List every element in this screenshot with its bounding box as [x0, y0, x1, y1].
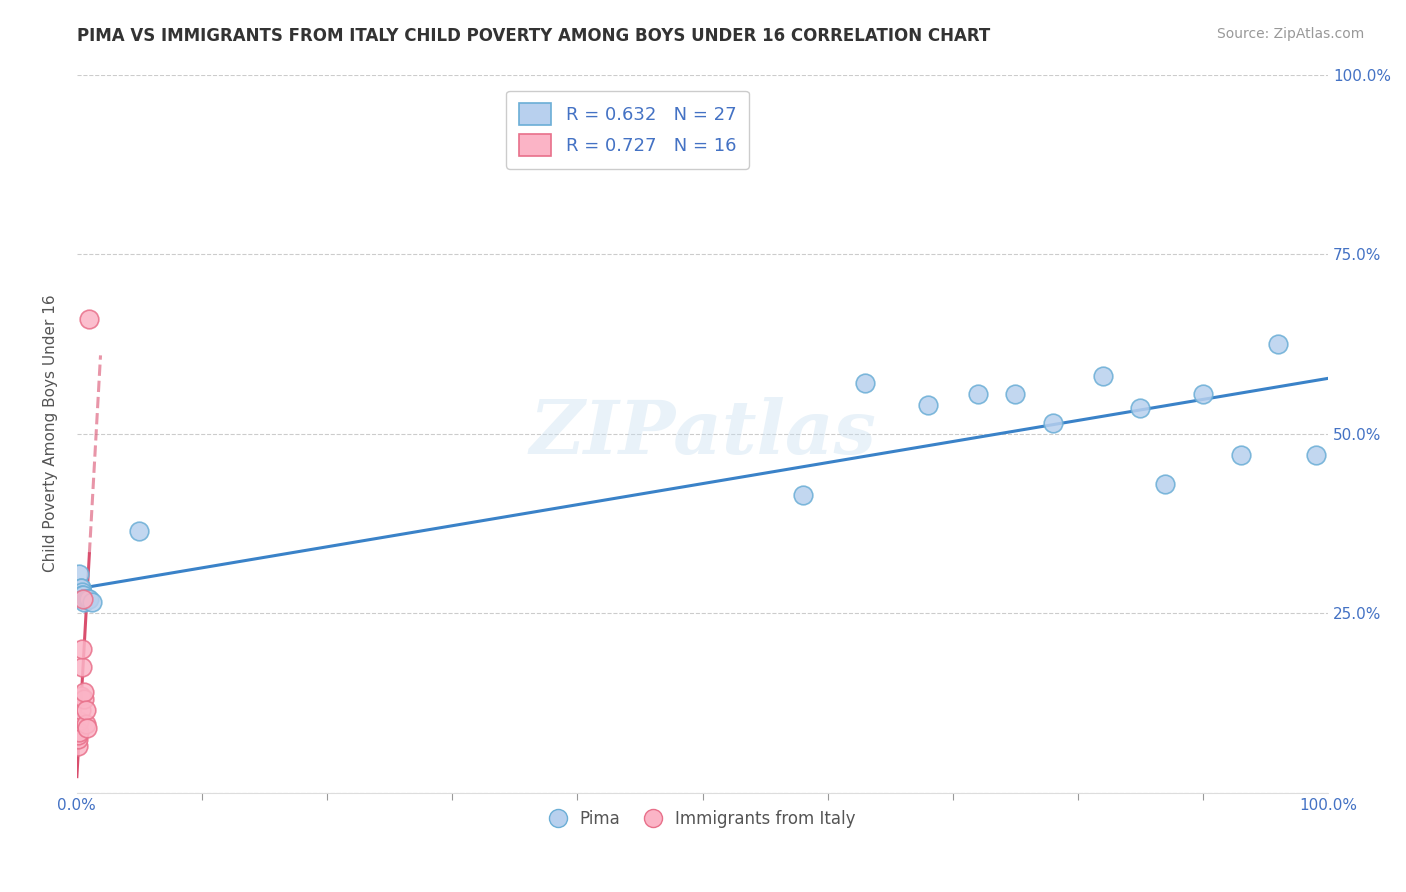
Point: [1267, 336, 1289, 351]
Point: [792, 488, 814, 502]
Point: [70, 642, 93, 657]
Point: [79, 591, 101, 606]
Point: [73, 692, 96, 706]
Point: [853, 376, 876, 391]
Point: [917, 398, 939, 412]
Point: [76, 591, 98, 606]
Point: [80, 595, 103, 609]
Point: [1154, 476, 1177, 491]
Point: [1229, 448, 1251, 462]
Point: [69, 581, 91, 595]
Point: [70, 584, 93, 599]
Text: ZIPatlas: ZIPatlas: [529, 397, 876, 470]
Text: PIMA VS IMMIGRANTS FROM ITALY CHILD POVERTY AMONG BOYS UNDER 16 CORRELATION CHAR: PIMA VS IMMIGRANTS FROM ITALY CHILD POVE…: [77, 27, 991, 45]
Point: [72, 591, 94, 606]
Point: [67, 731, 90, 746]
Point: [1004, 387, 1026, 401]
Point: [67, 566, 90, 581]
Point: [966, 387, 988, 401]
Point: [1305, 448, 1327, 462]
Point: [1042, 416, 1064, 430]
Point: [73, 685, 96, 699]
Point: [70, 588, 93, 602]
Y-axis label: Child Poverty Among Boys Under 16: Child Poverty Among Boys Under 16: [44, 294, 58, 573]
Point: [128, 524, 150, 538]
Point: [67, 714, 90, 728]
Point: [1192, 387, 1215, 401]
Point: [67, 739, 90, 753]
Point: [67, 728, 90, 742]
Point: [69, 689, 91, 703]
Point: [75, 703, 97, 717]
Point: [69, 581, 91, 595]
Point: [69, 703, 91, 717]
Point: [72, 591, 94, 606]
Point: [79, 311, 101, 326]
Point: [75, 591, 97, 606]
Point: [73, 595, 96, 609]
Legend: Pima, Immigrants from Italy: Pima, Immigrants from Italy: [543, 804, 862, 835]
Point: [70, 660, 93, 674]
Point: [1129, 401, 1152, 416]
Point: [72, 588, 94, 602]
Text: Source: ZipAtlas.com: Source: ZipAtlas.com: [1216, 27, 1364, 41]
Point: [67, 724, 90, 739]
Point: [76, 721, 98, 735]
Point: [77, 591, 100, 606]
Point: [1091, 369, 1114, 384]
Point: [75, 717, 97, 731]
